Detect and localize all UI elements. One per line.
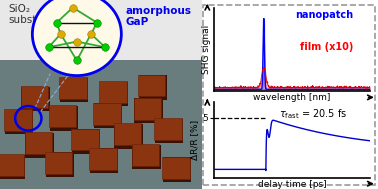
Text: film (x10): film (x10) bbox=[300, 43, 353, 53]
FancyBboxPatch shape bbox=[99, 81, 127, 103]
X-axis label: wavelength [nm]: wavelength [nm] bbox=[253, 94, 331, 102]
FancyBboxPatch shape bbox=[0, 154, 24, 176]
FancyBboxPatch shape bbox=[135, 98, 163, 123]
Bar bbox=[0, 60, 202, 189]
FancyBboxPatch shape bbox=[25, 133, 54, 157]
FancyBboxPatch shape bbox=[155, 119, 183, 143]
FancyBboxPatch shape bbox=[162, 157, 190, 179]
FancyBboxPatch shape bbox=[114, 123, 141, 145]
FancyBboxPatch shape bbox=[21, 86, 48, 108]
Text: SiO₂
substrate: SiO₂ substrate bbox=[8, 4, 58, 25]
FancyBboxPatch shape bbox=[93, 103, 121, 125]
FancyBboxPatch shape bbox=[90, 148, 118, 173]
X-axis label: delay time [ps]: delay time [ps] bbox=[258, 180, 326, 189]
FancyBboxPatch shape bbox=[138, 74, 166, 96]
Circle shape bbox=[33, 0, 121, 76]
FancyBboxPatch shape bbox=[154, 118, 181, 140]
Text: $\tau_{\rm fast}$ = 20.5 fs: $\tau_{\rm fast}$ = 20.5 fs bbox=[279, 107, 348, 121]
FancyBboxPatch shape bbox=[59, 77, 87, 99]
FancyBboxPatch shape bbox=[163, 157, 191, 182]
FancyBboxPatch shape bbox=[21, 87, 50, 111]
Text: nanopatch: nanopatch bbox=[295, 10, 353, 20]
FancyBboxPatch shape bbox=[132, 144, 160, 166]
Y-axis label: ΔR/R [%]: ΔR/R [%] bbox=[191, 120, 200, 160]
FancyBboxPatch shape bbox=[72, 129, 100, 154]
FancyBboxPatch shape bbox=[132, 145, 161, 169]
FancyBboxPatch shape bbox=[45, 152, 74, 177]
FancyBboxPatch shape bbox=[94, 103, 122, 128]
FancyBboxPatch shape bbox=[45, 152, 73, 174]
FancyBboxPatch shape bbox=[89, 148, 117, 170]
FancyBboxPatch shape bbox=[49, 105, 76, 127]
FancyBboxPatch shape bbox=[60, 78, 88, 102]
FancyBboxPatch shape bbox=[114, 124, 143, 149]
FancyBboxPatch shape bbox=[0, 155, 25, 179]
FancyBboxPatch shape bbox=[71, 129, 99, 150]
FancyBboxPatch shape bbox=[5, 109, 32, 131]
FancyBboxPatch shape bbox=[100, 81, 129, 106]
Text: amorphous
GaP: amorphous GaP bbox=[125, 6, 191, 27]
FancyBboxPatch shape bbox=[134, 98, 161, 120]
FancyBboxPatch shape bbox=[25, 132, 52, 154]
FancyBboxPatch shape bbox=[50, 106, 78, 131]
FancyBboxPatch shape bbox=[5, 110, 33, 134]
Bar bbox=[0, 0, 202, 60]
FancyBboxPatch shape bbox=[138, 75, 167, 100]
Y-axis label: SHG signal: SHG signal bbox=[202, 25, 211, 74]
